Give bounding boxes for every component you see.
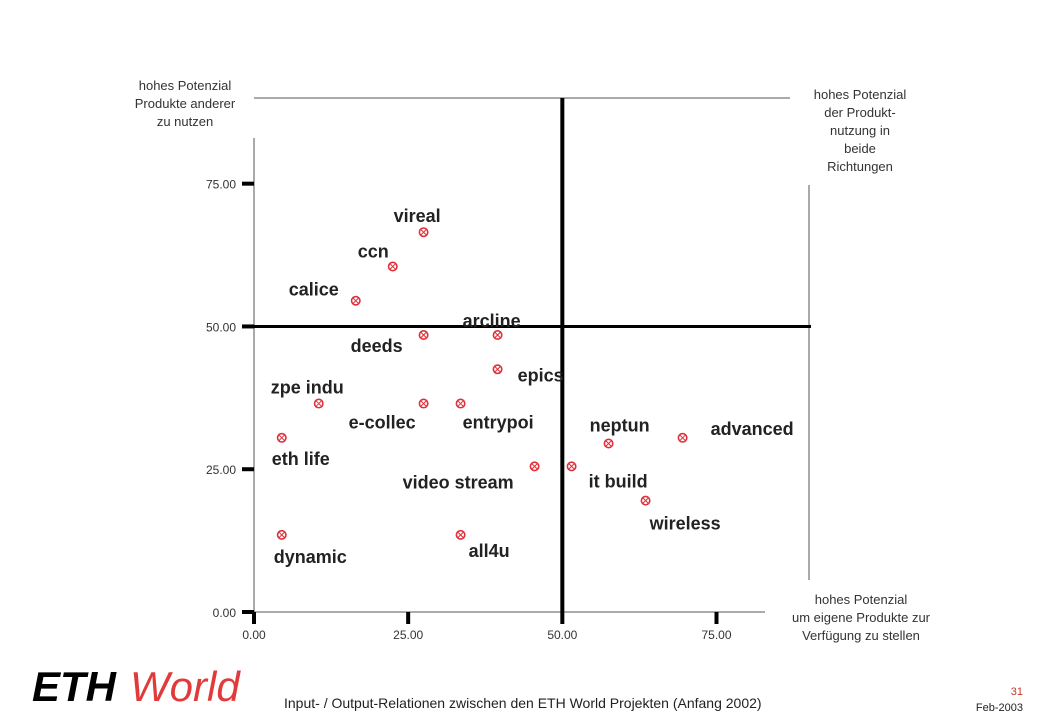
data-point-label: calice xyxy=(289,280,339,300)
footer-title: Input- / Output-Relationen zwischen den … xyxy=(284,695,762,711)
data-point-label: dynamic xyxy=(274,547,347,567)
data-point-marker xyxy=(418,398,429,409)
data-point-label: all4u xyxy=(469,541,510,561)
data-point-marker xyxy=(603,438,614,449)
corner-line: um eigene Produkte zur xyxy=(791,610,931,625)
page-number: 31 xyxy=(1010,686,1023,698)
data-point-marker xyxy=(350,295,361,306)
data-point-marker-cross xyxy=(420,228,427,236)
data-point-label: ccn xyxy=(358,241,389,261)
data-point-marker-cross xyxy=(642,497,649,504)
data-point-label: e-collec xyxy=(349,413,416,433)
data-point-marker xyxy=(276,432,287,443)
data-point-marker-cross xyxy=(278,434,286,442)
data-point-marker xyxy=(492,364,503,375)
y-tick-label: 25.00 xyxy=(206,463,236,477)
corner-line: zu nutzen xyxy=(156,114,214,129)
logo-text-eth: ETH xyxy=(32,663,118,707)
data-point-label: wireless xyxy=(649,514,721,534)
data-point-label: deeds xyxy=(351,336,403,356)
data-point-marker xyxy=(677,432,688,443)
data-point-label: eth life xyxy=(272,449,330,469)
data-point-marker xyxy=(418,330,429,341)
corner-line: Richtungen xyxy=(827,159,893,174)
corner-line: hohes Potenzial xyxy=(814,592,908,607)
data-point-label: arcline xyxy=(463,311,521,331)
corner-label-top-left: hohes Potenzial Produkte anderer zu nutz… xyxy=(112,77,258,131)
data-point-marker xyxy=(387,261,398,272)
data-point-marker-cross xyxy=(420,400,427,407)
data-point-marker-cross xyxy=(568,463,575,470)
y-tick-label: 0.00 xyxy=(213,606,237,620)
data-point-marker-cross xyxy=(278,531,286,539)
data-point-label: epics xyxy=(518,365,564,385)
corner-label-top-right: hohes Potenzial der Produkt- nutzung in … xyxy=(786,86,934,176)
data-point-marker xyxy=(455,529,466,540)
data-point-marker xyxy=(640,495,651,506)
data-point-marker-cross xyxy=(494,331,501,339)
data-point-label: zpe indu xyxy=(271,378,344,398)
x-tick-label: 0.00 xyxy=(242,628,266,642)
data-point-label: vireal xyxy=(394,206,441,226)
data-point-marker-cross xyxy=(420,331,427,339)
corner-line: nutzung in xyxy=(830,123,890,138)
corner-line: Verfügung zu stellen xyxy=(802,628,920,643)
data-point-marker-cross xyxy=(457,400,464,407)
data-point-label: video stream xyxy=(403,472,514,492)
data-point-marker-cross xyxy=(605,440,612,447)
data-point-marker-cross xyxy=(389,263,397,270)
x-tick-label: 25.00 xyxy=(393,628,423,642)
eth-world-logo: ETH World xyxy=(32,663,241,707)
data-point-marker-cross xyxy=(315,400,323,407)
corner-label-bottom-right: hohes Potenzial um eigene Produkte zur V… xyxy=(770,591,952,645)
x-tick-label: 75.00 xyxy=(701,628,731,642)
corner-line: der Produkt- xyxy=(824,105,896,120)
x-tick-label: 50.00 xyxy=(547,628,577,642)
data-point-label: it build xyxy=(589,471,648,491)
data-point-marker-cross xyxy=(531,463,538,470)
data-point-marker xyxy=(276,529,287,540)
data-point-marker xyxy=(566,461,577,472)
data-point-label: entrypoi xyxy=(463,413,534,433)
logo-text-world: World xyxy=(130,663,241,707)
data-point-marker xyxy=(529,461,540,472)
y-tick-label: 50.00 xyxy=(206,320,236,334)
data-point-label: advanced xyxy=(711,419,794,439)
data-point-marker-cross xyxy=(352,297,360,305)
data-point-label: neptun xyxy=(590,416,650,436)
page-date: Feb-2003 xyxy=(975,702,1023,714)
data-point-marker-cross xyxy=(457,531,464,539)
data-point-marker xyxy=(313,398,324,409)
corner-line: beide xyxy=(844,141,876,156)
corner-line: hohes Potenzial xyxy=(813,87,907,102)
data-point-marker-cross xyxy=(679,434,686,442)
y-tick-label: 75.00 xyxy=(206,178,236,192)
corner-line: Produkte anderer xyxy=(134,96,236,111)
data-point-marker xyxy=(455,398,466,409)
data-point-marker xyxy=(492,330,503,341)
corner-line: hohes Potenzial xyxy=(138,78,232,93)
data-point-marker-cross xyxy=(494,365,501,373)
data-point-marker xyxy=(418,227,429,238)
